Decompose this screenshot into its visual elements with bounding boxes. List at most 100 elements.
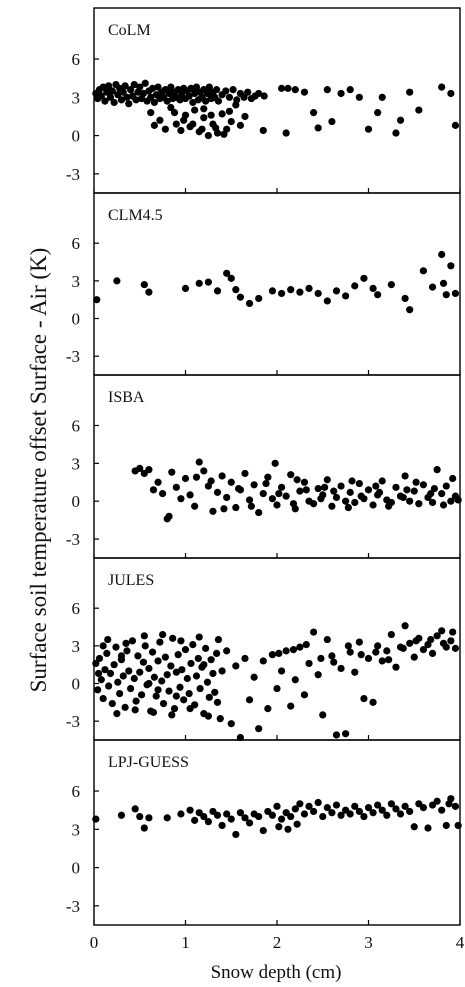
data-point — [328, 502, 336, 510]
data-point — [401, 802, 409, 810]
data-point — [204, 818, 212, 826]
data-point — [287, 286, 295, 294]
data-point — [241, 112, 249, 121]
data-point — [177, 495, 185, 503]
data-point — [415, 106, 423, 114]
data-point — [131, 706, 139, 714]
data-point — [275, 823, 283, 831]
data-point — [94, 686, 102, 694]
data-point — [374, 642, 382, 650]
data-point — [132, 697, 140, 705]
y-tick-label: 0 — [72, 127, 81, 146]
data-point — [113, 710, 121, 718]
data-point — [412, 478, 420, 486]
data-point — [300, 88, 309, 96]
data-point — [271, 459, 279, 467]
data-point — [223, 810, 231, 818]
data-point — [282, 492, 290, 500]
data-point — [314, 798, 322, 807]
data-point — [200, 812, 208, 821]
data-point — [232, 101, 240, 109]
data-point — [172, 120, 180, 128]
data-point — [406, 807, 414, 816]
data-point — [105, 82, 113, 90]
data-point — [119, 88, 127, 96]
data-point — [291, 676, 299, 684]
data-point — [351, 498, 359, 507]
data-point — [99, 642, 107, 650]
x-tick-label: 1 — [181, 933, 190, 952]
data-point — [189, 641, 197, 649]
data-point — [121, 82, 129, 90]
data-point — [145, 664, 153, 673]
data-point — [130, 674, 138, 683]
x-tick-label: 2 — [273, 933, 282, 952]
data-point — [93, 296, 101, 304]
y-axis-title: Surface soil temperature offset Surface … — [26, 248, 51, 693]
data-point — [351, 668, 359, 676]
data-point — [320, 483, 329, 491]
data-point — [147, 93, 155, 101]
data-point — [245, 299, 254, 308]
data-point — [104, 635, 112, 644]
data-point — [105, 682, 113, 690]
data-point — [317, 654, 325, 663]
data-point — [205, 83, 213, 91]
data-point — [447, 89, 455, 98]
y-tick-label: 6 — [72, 782, 81, 801]
data-point — [205, 693, 213, 701]
panel-clm4-5: CLM4.5 6 3 0 -3 — [66, 192, 461, 376]
data-point — [428, 649, 437, 657]
data-point — [342, 292, 350, 300]
data-point — [259, 126, 267, 135]
data-point — [245, 696, 254, 704]
data-point — [106, 93, 115, 101]
data-point — [296, 487, 304, 495]
data-point — [145, 814, 153, 822]
data-point — [154, 83, 162, 91]
data-point — [330, 658, 338, 666]
data-point — [364, 804, 373, 812]
data-point — [351, 282, 359, 290]
data-point — [296, 288, 304, 296]
x-axis-title: Snow depth (cm) — [211, 962, 342, 983]
data-point — [213, 287, 222, 295]
data-point — [410, 823, 418, 831]
data-point — [268, 651, 277, 659]
data-point — [169, 634, 177, 642]
data-point — [99, 83, 107, 91]
data-point — [273, 501, 281, 509]
y-tick-label: 6 — [72, 50, 81, 69]
data-point — [141, 642, 149, 650]
data-point — [136, 812, 144, 821]
data-point — [223, 647, 231, 655]
y-tick-label: -3 — [66, 530, 80, 549]
data-point — [323, 804, 331, 812]
data-point — [346, 810, 354, 818]
data-point — [207, 477, 215, 485]
data-point — [385, 502, 393, 510]
data-point — [282, 129, 290, 137]
data-point — [323, 86, 331, 94]
data-point — [277, 815, 286, 823]
data-point — [232, 286, 240, 294]
data-point — [127, 86, 135, 94]
data-point — [220, 130, 228, 138]
data-point — [415, 500, 423, 508]
data-point — [378, 93, 386, 101]
data-point — [181, 284, 190, 292]
data-point — [250, 481, 258, 489]
data-point — [172, 692, 180, 700]
data-point — [132, 96, 140, 104]
data-point — [387, 281, 395, 289]
data-point — [314, 289, 322, 298]
data-point — [344, 642, 352, 650]
data-point — [268, 287, 277, 295]
data-point — [392, 129, 400, 137]
y-tick-label: -3 — [66, 897, 80, 916]
data-point — [305, 284, 313, 292]
data-point — [360, 812, 368, 821]
data-point — [372, 482, 380, 490]
data-point — [192, 672, 201, 680]
data-point — [264, 473, 272, 481]
